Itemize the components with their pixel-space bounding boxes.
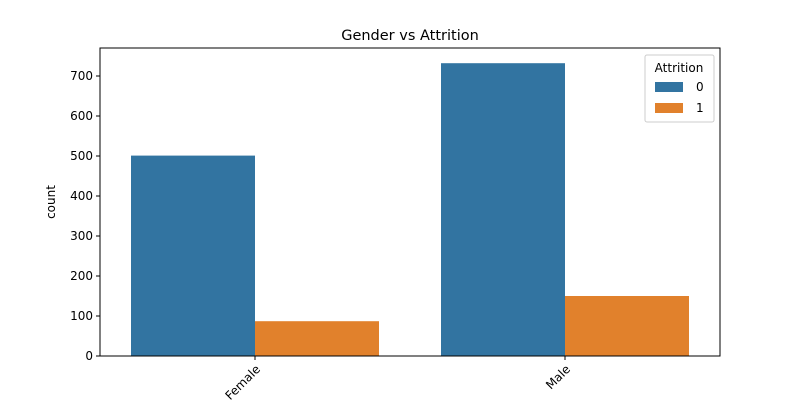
y-tick-label: 100 (70, 309, 93, 323)
legend-swatch-1 (655, 103, 683, 113)
y-tick-label: 700 (70, 69, 93, 83)
axes-frame (99, 47, 721, 357)
legend: Attrition 0 1 (644, 54, 715, 123)
legend-swatch-0 (655, 82, 683, 92)
y-tick-label: 0 (85, 349, 93, 363)
legend-title: Attrition (655, 61, 704, 75)
y-tick-label: 300 (70, 229, 93, 243)
plot-area: 0 100 200 300 400 500 600 700 Female Male (70, 47, 721, 400)
y-axis-label: count (44, 185, 58, 219)
bar-female-0 (131, 155, 255, 356)
y-tick-label: 500 (70, 149, 93, 163)
y-tick-label: 200 (70, 269, 93, 283)
x-tick-label: Male (543, 362, 573, 392)
x-tick-label: Female (222, 362, 263, 400)
legend-label-0: 0 (696, 80, 704, 94)
bar-female-1 (255, 321, 379, 356)
legend-label-1: 1 (696, 101, 704, 115)
bar-male-1 (565, 296, 689, 356)
chart-title: Gender vs Attrition (341, 28, 479, 44)
bar-male-0 (441, 63, 565, 356)
y-tick-label: 400 (70, 189, 93, 203)
y-tick-label: 600 (70, 109, 93, 123)
